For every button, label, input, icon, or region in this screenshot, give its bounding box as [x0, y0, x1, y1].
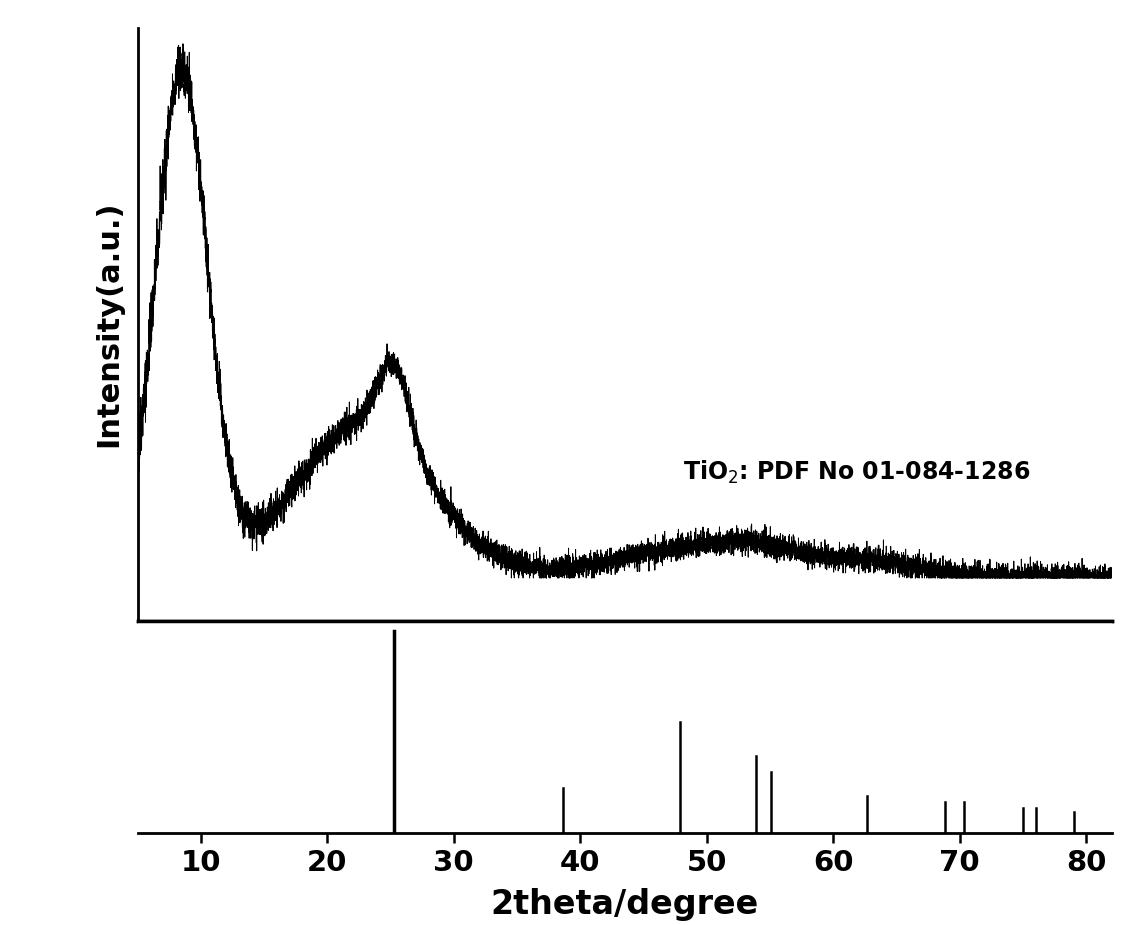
Y-axis label: Intensity(a.u.): Intensity(a.u.) — [95, 201, 124, 448]
X-axis label: 2theta/degree: 2theta/degree — [490, 888, 759, 921]
Text: TiO$_2$: PDF No 01-084-1286: TiO$_2$: PDF No 01-084-1286 — [683, 459, 1030, 486]
